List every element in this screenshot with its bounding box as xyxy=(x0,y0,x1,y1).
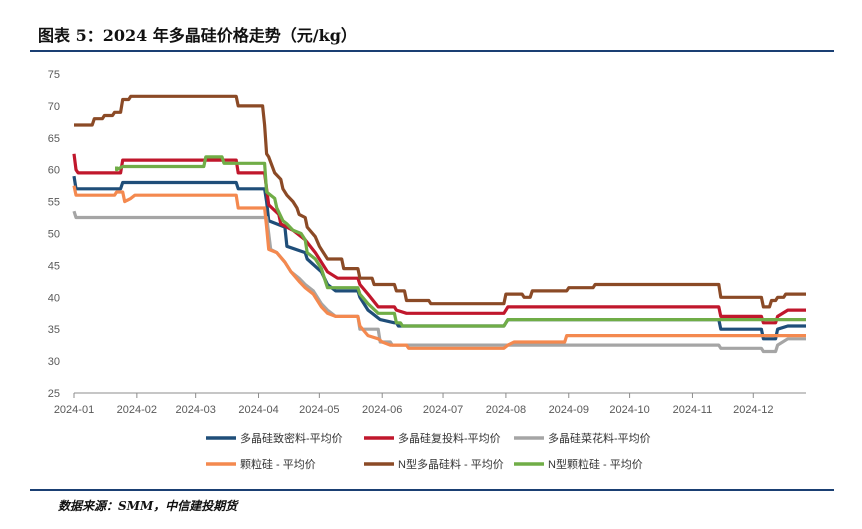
series-line-2 xyxy=(72,153,806,325)
plot-area xyxy=(72,94,806,354)
y-tick-label: 55 xyxy=(48,197,60,209)
legend-label: 多晶硅菜花料-平均价 xyxy=(548,431,651,445)
x-tick-label: 2024-07 xyxy=(423,404,463,416)
y-tick-label: 45 xyxy=(48,260,60,272)
x-tick-label: 2024-12 xyxy=(733,404,773,416)
legend-label: 颗粒硅 - 平均价 xyxy=(240,457,316,471)
y-axis: 25 30 35 40 45 50 55 60 65 70 75 xyxy=(48,69,60,400)
x-tick-label: 2024-05 xyxy=(299,404,339,416)
source-note: 数据来源：SMM，中信建投期货 xyxy=(58,499,238,513)
figure-title: 图表 5：2024 年多晶硅价格走势（元/kg） xyxy=(38,26,357,45)
x-tick-label: 2024-02 xyxy=(117,404,157,416)
x-tick-label: 2024-11 xyxy=(673,404,713,416)
legend-label: 多晶硅复投料-平均价 xyxy=(398,431,501,445)
x-tick-label: 2024-06 xyxy=(362,404,402,416)
legend-label: 多晶硅致密料-平均价 xyxy=(240,431,343,445)
y-tick-label: 65 xyxy=(48,133,60,145)
y-tick-label: 60 xyxy=(48,165,60,177)
x-tick-label: 2024-10 xyxy=(609,404,649,416)
legend-label: N型颗粒硅 - 平均价 xyxy=(548,457,643,471)
y-tick-label: 50 xyxy=(48,229,60,241)
x-tick-label: 2024-01 xyxy=(54,404,94,416)
x-tick-label: 2024-03 xyxy=(175,404,215,416)
y-tick-label: 30 xyxy=(48,356,60,368)
x-tick-label: 2024-04 xyxy=(238,404,278,416)
series-line-6 xyxy=(114,155,806,328)
series-line-4 xyxy=(72,185,806,350)
series-line-5 xyxy=(74,94,806,309)
y-tick-label: 40 xyxy=(48,292,60,304)
title-rule xyxy=(30,50,834,52)
y-tick-label: 70 xyxy=(48,101,60,113)
x-tick-label: 2024-08 xyxy=(486,404,526,416)
y-tick-label: 75 xyxy=(48,69,60,81)
y-tick-label: 25 xyxy=(48,388,60,400)
footer-rule xyxy=(30,489,834,491)
legend-label: N型多晶硅料 - 平均价 xyxy=(398,457,504,471)
series-line-1 xyxy=(72,175,806,341)
y-tick-label: 35 xyxy=(48,324,60,336)
x-tick-label: 2024-09 xyxy=(549,404,589,416)
series-line-3 xyxy=(72,210,806,354)
x-axis: 2024-01 2024-02 2024-03 2024-04 2024-05 2024-… xyxy=(54,392,806,416)
